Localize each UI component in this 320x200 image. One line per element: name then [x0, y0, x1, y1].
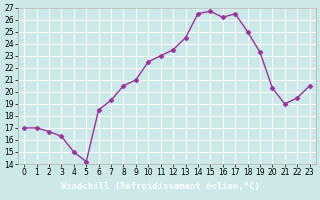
Text: Windchill (Refroidissement éolien,°C): Windchill (Refroidissement éolien,°C) [60, 182, 260, 192]
